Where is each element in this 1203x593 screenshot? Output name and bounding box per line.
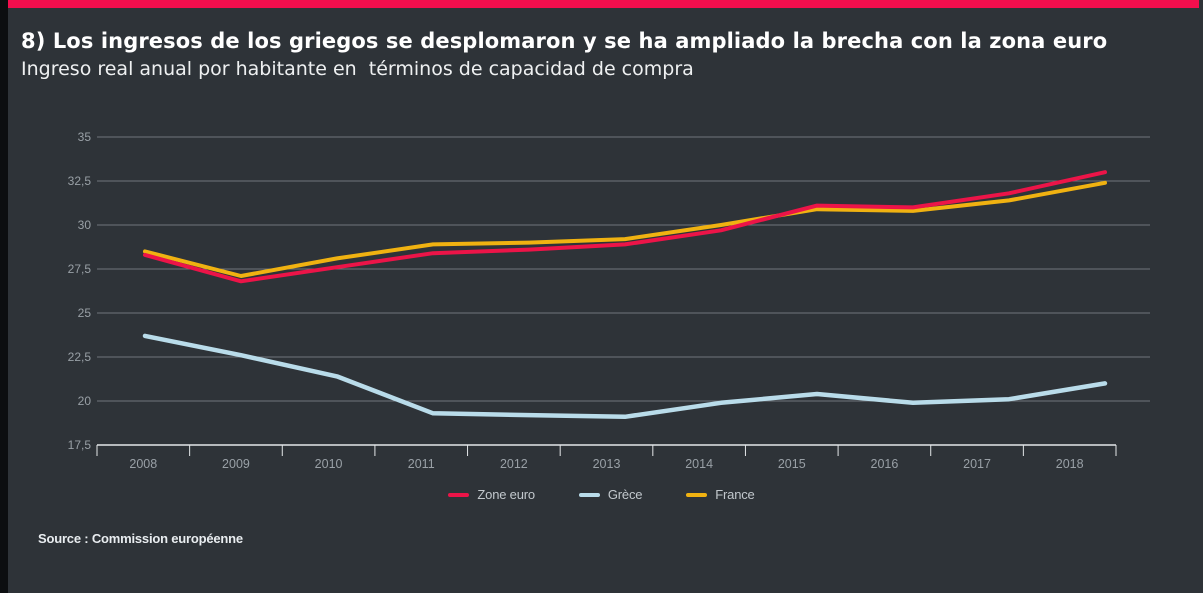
y-tick-label: 30 bbox=[78, 218, 92, 232]
legend-label-grece: Grèce bbox=[607, 487, 643, 502]
y-tick-label: 35 bbox=[78, 130, 92, 144]
y-tick-label: 25 bbox=[78, 306, 92, 320]
x-tick-label: 2013 bbox=[593, 457, 621, 471]
legend-swatch-zoneeuro bbox=[448, 492, 470, 497]
x-tick-label: 2011 bbox=[408, 457, 435, 471]
y-tick-label: 27,5 bbox=[68, 262, 92, 276]
x-tick-label: 2015 bbox=[778, 457, 806, 471]
legend-label-france: France bbox=[715, 487, 755, 502]
series-line-grece bbox=[142, 333, 1108, 420]
y-tick-label: 17,5 bbox=[68, 438, 92, 452]
source-note: Source : Commission européenne bbox=[38, 531, 243, 546]
legend-label-zoneeuro: Zone euro bbox=[477, 487, 535, 502]
series-line-france bbox=[143, 180, 1107, 278]
legend-swatch-france bbox=[686, 492, 708, 497]
chart-legend: Zone euro Grèce France bbox=[0, 487, 1203, 502]
y-tick-label: 22,5 bbox=[68, 350, 92, 364]
legend-swatch-grece bbox=[578, 492, 600, 497]
series-line-zoneeuro bbox=[143, 170, 1107, 284]
legend-item-grece: Grèce bbox=[578, 487, 643, 502]
accent-bar bbox=[8, 0, 1199, 8]
y-tick-label: 32,5 bbox=[68, 174, 92, 188]
legend-item-france: France bbox=[686, 487, 755, 502]
x-tick-label: 2018 bbox=[1056, 457, 1084, 471]
x-tick-label: 2012 bbox=[500, 457, 528, 471]
y-tick-label: 20 bbox=[78, 394, 92, 408]
x-tick-label: 2008 bbox=[129, 457, 157, 471]
chart-subtitle: Ingreso real anual por habitante en térm… bbox=[21, 58, 694, 80]
legend-item-zoneeuro: Zone euro bbox=[448, 487, 535, 502]
left-edge-strip bbox=[0, 0, 8, 593]
x-tick-label: 2010 bbox=[315, 457, 343, 471]
x-tick-label: 2016 bbox=[871, 457, 899, 471]
x-tick-label: 2014 bbox=[685, 457, 713, 471]
chart-title: 8) Los ingresos de los griegos se desplo… bbox=[21, 29, 1108, 53]
x-tick-label: 2009 bbox=[222, 457, 250, 471]
x-tick-label: 2017 bbox=[963, 457, 991, 471]
